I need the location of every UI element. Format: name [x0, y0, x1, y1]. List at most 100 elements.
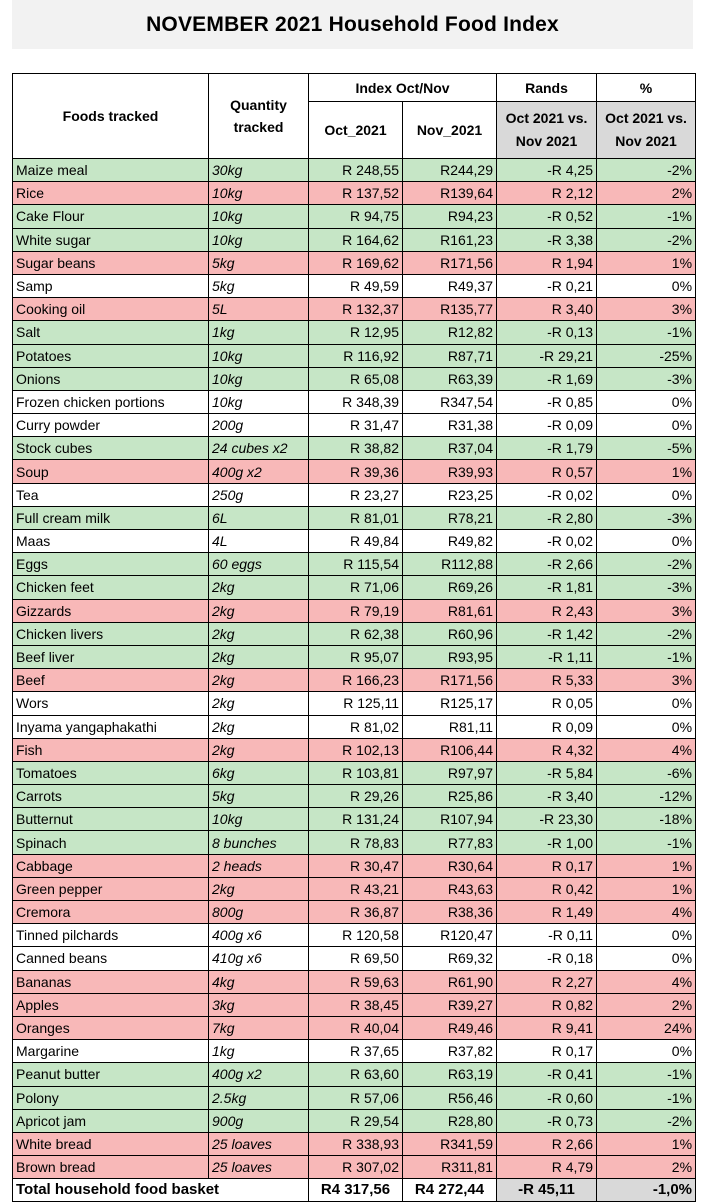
cell-percent-change: -12% [596, 784, 697, 809]
cell-nov-price: R69,32 [401, 946, 498, 971]
cell-rands-change: -R 1,42 [496, 621, 598, 646]
cell-percent-change: -2% [596, 621, 697, 646]
cell-quantity: 4kg [208, 969, 309, 994]
cell-oct-price: R 131,24 [308, 807, 403, 832]
table-row: Wors 2kg R 125,11 R125,17 R 0,05 0% [12, 691, 697, 716]
cell-percent-change: -1% [596, 204, 697, 229]
cell-food-name: Tea [12, 482, 209, 507]
table-row: Bananas 4kg R 59,63 R61,90 R 2,27 4% [12, 969, 697, 994]
cell-quantity: 10kg [208, 389, 309, 415]
cell-quantity: 400g x6 [208, 923, 309, 948]
cell-percent-change: 1% [596, 459, 697, 484]
cell-quantity: 5L [208, 297, 309, 322]
cell-nov-price: R81,61 [401, 598, 498, 623]
cell-quantity: 2kg [208, 668, 309, 693]
cell-nov-price: R87,71 [401, 343, 498, 368]
cell-quantity: 2kg [208, 714, 309, 739]
cell-oct-price: R 102,13 [308, 737, 403, 762]
cell-percent-change: 0% [596, 413, 697, 438]
cell-rands-change: R 4,79 [496, 1155, 598, 1180]
cell-percent-change: -2% [596, 227, 697, 252]
cell-nov-price: R28,80 [401, 1108, 498, 1133]
table-row: Apples 3kg R 38,45 R39,27 R 0,82 2% [12, 992, 697, 1017]
cell-rands-change: R 1,94 [496, 250, 598, 275]
cell-oct-price: R 94,75 [308, 204, 403, 229]
table-row: Polony 2.5kg R 57,06 R56,46 -R 0,60 -1% [12, 1085, 697, 1110]
table-row: Maas 4L R 49,84 R49,82 -R 0,02 0% [12, 528, 697, 554]
cell-percent-change: -1% [596, 320, 697, 345]
header-oct-2021: Oct_2021 [308, 101, 403, 159]
cell-food-name: Chicken livers [12, 621, 209, 646]
cell-percent-change: 3% [596, 668, 697, 693]
cell-nov-price: R69,26 [401, 575, 498, 600]
cell-food-name: Oranges [12, 1015, 209, 1041]
table-row: Chicken livers 2kg R 62,38 R60,96 -R 1,42 -2% [12, 621, 697, 646]
cell-quantity: 2kg [208, 575, 309, 600]
cell-percent-change: 2% [596, 1155, 697, 1180]
cell-oct-price: R 103,81 [308, 760, 403, 786]
cell-nov-price: R25,86 [401, 784, 498, 809]
cell-oct-price: R 115,54 [308, 552, 403, 577]
cell-nov-price: R37,04 [401, 436, 498, 461]
cell-food-name: Spinach [12, 830, 209, 855]
header-percent-line2: Nov 2021 [615, 133, 677, 149]
cell-quantity: 6L [208, 505, 309, 531]
cell-nov-price: R61,90 [401, 969, 498, 994]
cell-percent-change: 1% [596, 853, 697, 878]
cell-oct-price: R 63,60 [308, 1062, 403, 1087]
cell-percent-change: -5% [596, 436, 697, 461]
cell-rands-change: -R 2,66 [496, 552, 598, 577]
cell-nov-price: R49,46 [401, 1015, 498, 1041]
cell-percent-change: -1% [596, 1085, 697, 1110]
cell-oct-price: R 116,92 [308, 343, 403, 368]
header-index-group: Index Oct/Nov [307, 73, 498, 102]
cell-oct-price: R 30,47 [308, 853, 403, 878]
cell-oct-price: R 38,82 [308, 436, 403, 461]
cell-food-name: Frozen chicken portions [12, 389, 209, 415]
cell-food-name: Inyama yangaphakathi [12, 714, 209, 739]
cell-nov-price: R171,56 [401, 250, 498, 275]
cell-quantity: 5kg [208, 250, 309, 275]
cell-food-name: White bread [12, 1131, 209, 1157]
cell-percent-change: 0% [596, 946, 697, 971]
cell-food-name: Apples [12, 992, 209, 1017]
cell-quantity: 10kg [208, 227, 309, 252]
cell-oct-price: R 49,59 [308, 273, 403, 299]
total-rands-change: -R 45,11 [496, 1178, 598, 1202]
cell-rands-change: -R 0,18 [496, 946, 598, 971]
header-percent-change: Oct 2021 vs. Nov 2021 [596, 101, 697, 159]
cell-oct-price: R 40,04 [308, 1015, 403, 1041]
table-row: Oranges 7kg R 40,04 R49,46 R 9,41 24% [12, 1015, 697, 1041]
cell-food-name: Carrots [12, 784, 209, 809]
cell-quantity: 10kg [208, 807, 309, 832]
table-row: Samp 5kg R 49,59 R49,37 -R 0,21 0% [12, 273, 697, 299]
cell-oct-price: R 12,95 [308, 320, 403, 345]
cell-food-name: Chicken feet [12, 575, 209, 600]
cell-oct-price: R 95,07 [308, 644, 403, 670]
cell-percent-change: 3% [596, 598, 697, 623]
cell-oct-price: R 81,02 [308, 714, 403, 739]
cell-percent-change: -2% [596, 1108, 697, 1133]
cell-food-name: Eggs [12, 552, 209, 577]
cell-food-name: Green pepper [12, 876, 209, 902]
cell-oct-price: R 29,54 [308, 1108, 403, 1133]
cell-quantity: 6kg [208, 760, 309, 786]
table-row: Cremora 800g R 36,87 R38,36 R 1,49 4% [12, 899, 697, 925]
table-row: Canned beans 410g x6 R 69,50 R69,32 -R 0,18 0… [12, 946, 697, 971]
cell-percent-change: 0% [596, 691, 697, 716]
cell-food-name: Soup [12, 459, 209, 484]
cell-rands-change: -R 0,13 [496, 320, 598, 345]
table-row: Gizzards 2kg R 79,19 R81,61 R 2,43 3% [12, 598, 697, 623]
cell-nov-price: R60,96 [401, 621, 498, 646]
cell-nov-price: R12,82 [401, 320, 498, 345]
cell-quantity: 800g [208, 899, 309, 925]
table-row: Beef 2kg R 166,23 R171,56 R 5,33 3% [12, 668, 697, 693]
cell-oct-price: R 137,52 [308, 181, 403, 206]
total-oct: R4 317,56 [308, 1178, 403, 1202]
cell-quantity: 10kg [208, 343, 309, 368]
header-percent-line1: Oct 2021 vs. [605, 110, 687, 126]
cell-food-name: Peanut butter [12, 1062, 209, 1087]
header-foods-tracked: Foods tracked [12, 73, 209, 159]
cell-food-name: Onions [12, 366, 209, 391]
cell-percent-change: -1% [596, 1062, 697, 1087]
